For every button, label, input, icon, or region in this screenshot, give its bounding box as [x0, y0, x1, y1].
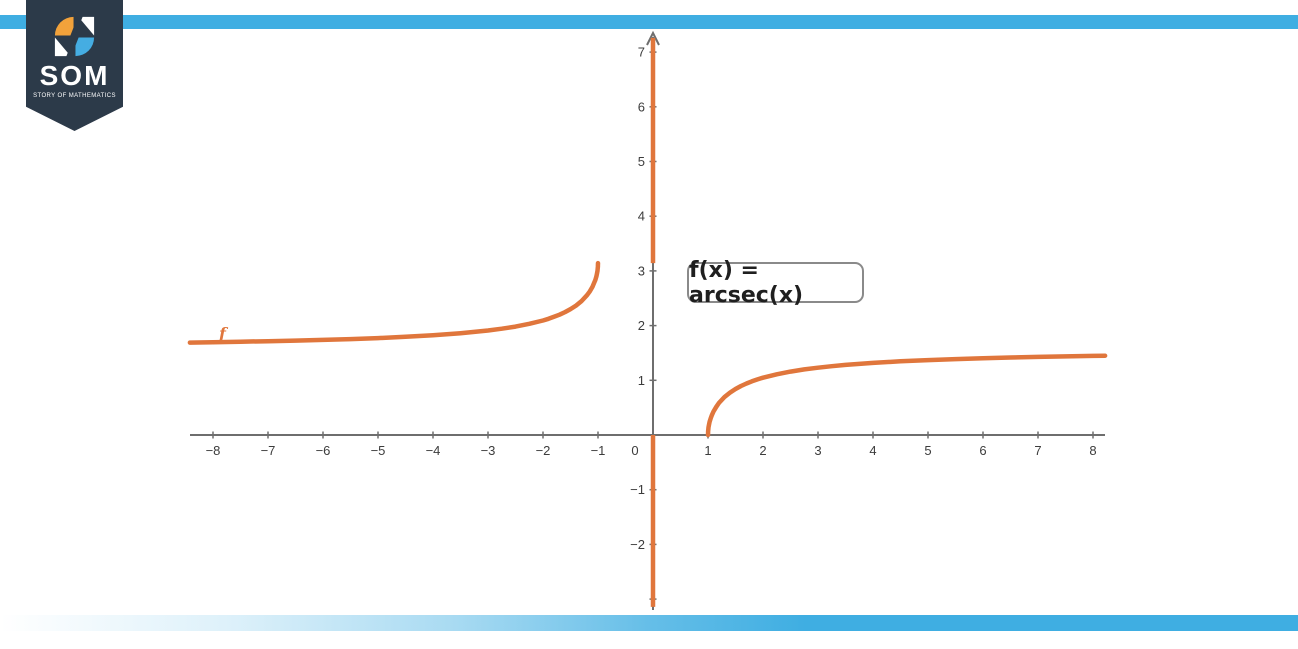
- equation-label-box: f(x) = arcsec(x): [687, 258, 864, 308]
- function-curve-branch: [187, 260, 601, 345]
- origin-label: 0: [631, 443, 638, 458]
- y-tick-label: 1: [638, 373, 645, 388]
- x-tick-label: −7: [261, 443, 276, 458]
- logo-acronym: SOM: [39, 60, 110, 91]
- y-tick-label: −2: [630, 537, 645, 552]
- top-accent-bar: [0, 15, 1298, 29]
- x-tick-label: 6: [979, 443, 986, 458]
- y-tick-label: 3: [638, 263, 645, 278]
- x-tick-label: 3: [814, 443, 821, 458]
- function-curve-branch: [705, 353, 1108, 438]
- x-tick-label: −6: [316, 443, 331, 458]
- equation-text: f(x) = arcsec(x): [689, 257, 804, 308]
- y-tick-label: 7: [638, 45, 645, 60]
- x-tick-label: −4: [426, 443, 441, 458]
- x-tick-label: −5: [371, 443, 386, 458]
- y-tick-label: 2: [638, 318, 645, 333]
- y-tick-label: 4: [638, 209, 645, 224]
- y-tick-label: −1: [630, 482, 645, 497]
- x-tick-label: 5: [924, 443, 931, 458]
- bottom-accent-bar: [0, 615, 1298, 631]
- x-tick-label: −8: [206, 443, 221, 458]
- logo-banner: SOM STORY OF MATHEMATICS: [26, 0, 123, 131]
- x-tick-label: 1: [704, 443, 711, 458]
- som-pinwheel-logo-icon: [54, 14, 95, 59]
- x-tick-label: 2: [759, 443, 766, 458]
- y-axis-arrow-icon: [646, 30, 660, 46]
- y-tick-label: 6: [638, 99, 645, 114]
- curve-label: f: [218, 324, 229, 343]
- x-tick-label: −1: [591, 443, 606, 458]
- x-tick-label: −3: [481, 443, 496, 458]
- x-tick-label: 7: [1034, 443, 1041, 458]
- logo-subtitle: STORY OF MATHEMATICS: [33, 93, 116, 99]
- y-tick-label: 5: [638, 154, 645, 169]
- x-tick-label: −2: [536, 443, 551, 458]
- x-tick-label: 8: [1089, 443, 1096, 458]
- x-tick-label: 4: [869, 443, 876, 458]
